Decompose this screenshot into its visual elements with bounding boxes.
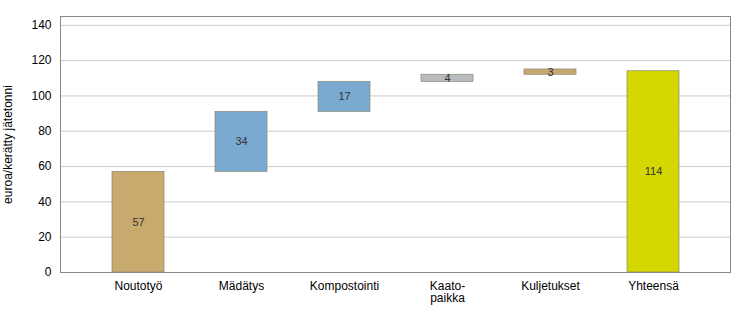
svg-text:40: 40 xyxy=(38,195,52,209)
svg-text:0: 0 xyxy=(45,265,52,279)
svg-text:34: 34 xyxy=(235,135,247,147)
svg-text:euroa/kerätty jätetonni: euroa/kerätty jätetonni xyxy=(1,85,15,204)
svg-text:Noutotyö: Noutotyö xyxy=(114,279,162,293)
svg-text:20: 20 xyxy=(38,230,52,244)
svg-text:Kuljetukset: Kuljetukset xyxy=(521,279,580,293)
svg-text:Mädätys: Mädätys xyxy=(219,279,264,293)
svg-text:114: 114 xyxy=(645,165,663,177)
svg-text:17: 17 xyxy=(338,90,350,102)
svg-text:100: 100 xyxy=(31,89,51,103)
svg-text:Kaato-paikka: Kaato-paikka xyxy=(430,279,465,305)
svg-text:120: 120 xyxy=(31,53,51,67)
svg-text:4: 4 xyxy=(444,72,450,84)
svg-text:3: 3 xyxy=(547,66,553,78)
svg-text:Yhteensä: Yhteensä xyxy=(628,279,679,293)
svg-text:57: 57 xyxy=(132,216,144,228)
svg-text:80: 80 xyxy=(38,124,52,138)
svg-text:Kompostointi: Kompostointi xyxy=(310,279,379,293)
svg-text:60: 60 xyxy=(38,159,52,173)
svg-text:140: 140 xyxy=(31,18,51,32)
